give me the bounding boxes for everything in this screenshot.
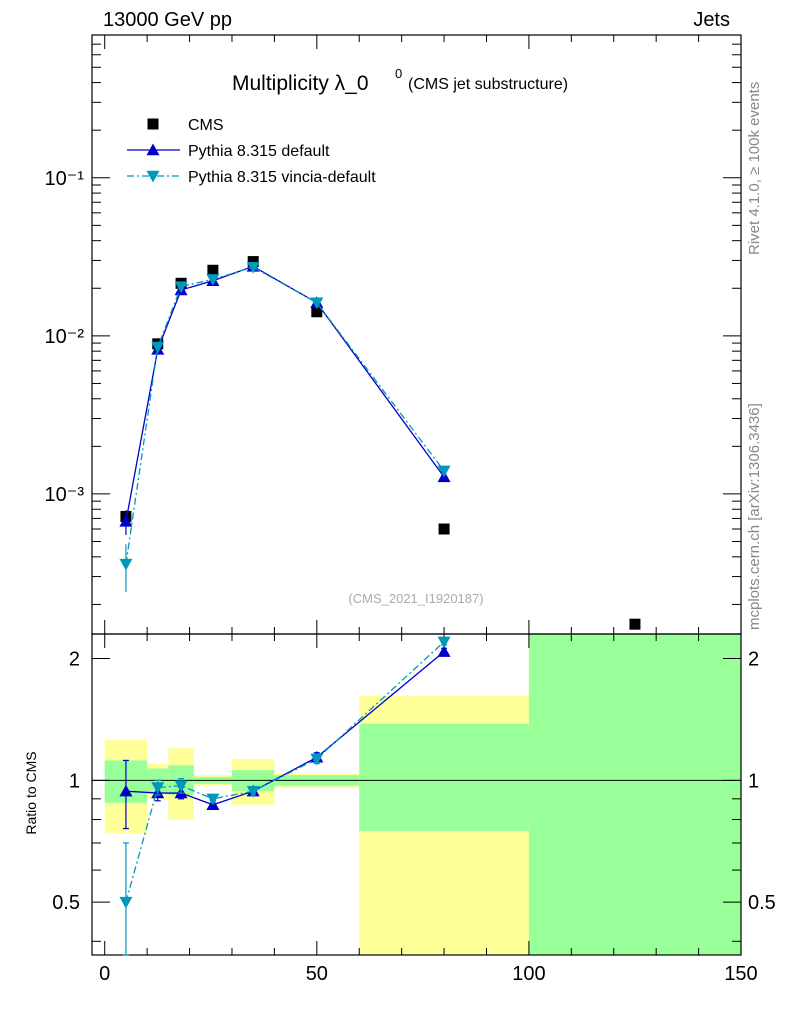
axis-ticks xyxy=(92,34,742,955)
y-tick-label: 10⁻¹ xyxy=(45,168,85,190)
ratio-default-point xyxy=(437,645,451,657)
pythia-vincia-point xyxy=(151,341,165,354)
ratio-vincia-point xyxy=(174,780,188,793)
x-tick-label: 50 xyxy=(306,963,328,985)
ratio-vincia-point xyxy=(310,753,324,766)
ratio-y-tick-label-left: 1 xyxy=(69,770,80,792)
ratio-y-axis-label: Ratio to CMS xyxy=(23,751,39,834)
main-panel-series xyxy=(119,256,641,630)
pythia-vincia-point xyxy=(246,261,260,274)
pythia-default-point xyxy=(119,514,133,527)
ratio-inner-band xyxy=(528,634,741,955)
y-tick-label: 10⁻³ xyxy=(45,484,85,506)
x-tick-label: 0 xyxy=(99,963,110,985)
analysis-id-label: (CMS_2021_I1920187) xyxy=(348,591,483,606)
ratio-y-tick-label-right: 2 xyxy=(748,649,759,671)
chart-title-superscript: 0 xyxy=(395,66,402,81)
x-tick-label: 150 xyxy=(724,963,757,985)
pythia-default-line xyxy=(125,265,445,522)
legend-label: CMS xyxy=(188,117,224,134)
cms-data-point xyxy=(311,306,323,318)
pythia-vincia-line xyxy=(125,266,445,565)
pythia-vincia-point xyxy=(174,281,188,294)
ratio-vincia-point xyxy=(119,896,133,909)
ratio-vincia-point xyxy=(151,782,165,794)
ratio-y-tick-label-right: 1 xyxy=(748,770,759,792)
legend-marker-cms xyxy=(147,118,159,130)
ratio-y-tick-label-right: 0.5 xyxy=(748,892,776,914)
ratio-vincia-point xyxy=(246,785,260,798)
legend-label: Pythia 8.315 default xyxy=(188,143,330,160)
chart-title-subtitle: (CMS jet substructure) xyxy=(408,76,568,93)
ratio-y-tick-label-left: 0.5 xyxy=(52,892,80,914)
ratio-panel-frame xyxy=(91,633,742,956)
pythia-vincia-point xyxy=(437,465,451,478)
axis-labels: 0 50 100 150 10⁻³ 10⁻² 10⁻¹ 0.5 0.5 1 1 2 2 xyxy=(45,168,776,985)
cms-data-point xyxy=(207,264,219,276)
pythia-vincia-point xyxy=(206,274,220,286)
cms-data-point xyxy=(629,618,641,630)
cms-data-point xyxy=(438,523,450,535)
header-category-label: Jets xyxy=(693,9,730,31)
chart-title: Multiplicity λ_0 0 (CMS jet substructure… xyxy=(232,66,568,95)
ratio-default-point xyxy=(119,784,133,797)
y-tick-label: 10⁻² xyxy=(45,326,85,348)
legend-marker xyxy=(146,143,160,156)
ratio-panel-series xyxy=(119,636,451,956)
ratio-vincia-point xyxy=(206,793,220,806)
pythia-vincia-point xyxy=(119,558,133,571)
legend-label: Pythia 8.315 vincia-default xyxy=(188,169,376,186)
legend-marker xyxy=(146,170,160,183)
pythia-vincia-point xyxy=(310,297,324,310)
plot-frames xyxy=(91,34,742,956)
ratio-inner-band xyxy=(359,723,529,831)
ratio-uncertainty-bands xyxy=(104,634,741,955)
header-process-label: 13000 GeV pp xyxy=(103,9,232,31)
chart-title-main: Multiplicity λ_0 xyxy=(232,72,369,95)
ratio-vincia-point xyxy=(437,636,451,649)
x-tick-label: 100 xyxy=(512,963,545,985)
legend: CMS Pythia 8.315 default Pythia 8.315 vinc… xyxy=(127,117,376,186)
ratio-y-tick-label-left: 2 xyxy=(69,649,80,671)
